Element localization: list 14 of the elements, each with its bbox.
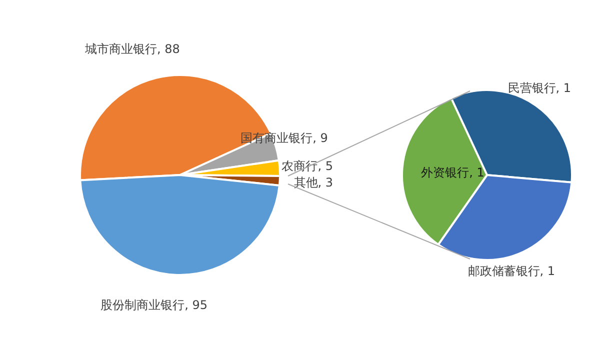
data-label: , 5 bbox=[318, 159, 333, 174]
slice-label: 民营银行 bbox=[508, 81, 556, 96]
slice-label: 股份制商业银行 bbox=[100, 298, 185, 312]
data-label: , 1 bbox=[556, 81, 572, 96]
slice-label: 城市商业银行 bbox=[84, 42, 157, 56]
data-label: , 1 bbox=[540, 264, 556, 278]
slice-label: 其他 bbox=[294, 175, 318, 190]
data-label: , 9 bbox=[312, 131, 328, 146]
slice-label: 外资银行 bbox=[421, 166, 470, 180]
data-label: , 1 bbox=[469, 166, 484, 180]
slice-label: 邮政储蓄银行 bbox=[468, 264, 540, 278]
data-label: , 95 bbox=[184, 298, 208, 312]
data-label: , 88 bbox=[156, 42, 180, 56]
data-label: , 3 bbox=[318, 175, 334, 190]
